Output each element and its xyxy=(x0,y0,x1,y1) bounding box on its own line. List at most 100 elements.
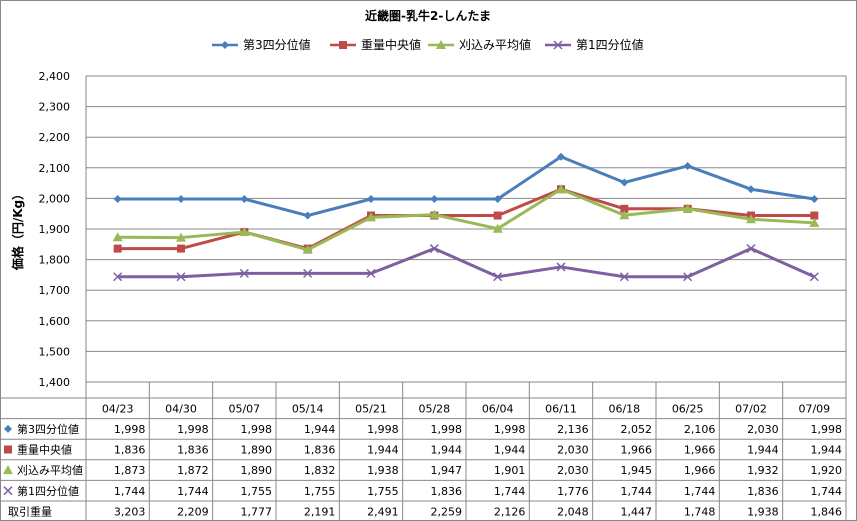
data-label: 1,836 xyxy=(177,444,209,457)
data-label: 1,947 xyxy=(431,464,463,477)
legend-marker xyxy=(221,41,229,49)
data-label: 1,932 xyxy=(747,464,779,477)
y-axis-label: 価格（円/Kg） xyxy=(10,188,25,271)
data-point xyxy=(239,227,250,237)
data-label: 1,966 xyxy=(684,464,716,477)
data-point xyxy=(683,161,692,170)
legend-marker xyxy=(339,41,347,49)
legend-marker xyxy=(553,40,563,50)
data-point xyxy=(746,214,756,224)
legend-label: 刈込み平均値 xyxy=(459,37,531,52)
legend-marker xyxy=(436,40,446,49)
table-row-label: 第3四分位値 xyxy=(17,422,79,436)
data-label: 1,920 xyxy=(811,464,843,477)
data-label: 1,944 xyxy=(367,444,399,457)
data-point xyxy=(492,223,503,233)
table-cell: 2,191 xyxy=(304,505,336,518)
x-tick-label: 05/21 xyxy=(355,402,387,415)
data-label: 2,030 xyxy=(747,423,779,436)
legend-label: 重量中央値 xyxy=(361,37,421,52)
table-cell: 1,447 xyxy=(621,505,653,518)
data-point xyxy=(367,195,375,204)
data-label: 1,744 xyxy=(114,485,146,498)
x-tick-label: 04/30 xyxy=(165,402,197,415)
x-tick-label: 06/25 xyxy=(672,402,704,415)
data-point xyxy=(113,195,122,204)
x-tick-label: 07/09 xyxy=(798,402,830,415)
data-label: 2,052 xyxy=(621,423,653,436)
data-point xyxy=(366,268,376,278)
data-point xyxy=(746,244,756,254)
series-line xyxy=(117,187,815,252)
data-label: 1,944 xyxy=(747,444,779,457)
data-point xyxy=(556,262,566,272)
data-label: 1,966 xyxy=(621,444,653,457)
x-tick-label: 05/28 xyxy=(418,402,450,415)
data-point xyxy=(747,185,755,194)
data-label: 2,030 xyxy=(557,464,589,477)
data-label: 1,998 xyxy=(241,423,273,436)
data-point xyxy=(620,204,629,213)
table-cell: 2,259 xyxy=(431,505,463,518)
data-point xyxy=(809,217,820,227)
data-point xyxy=(493,272,503,282)
x-tick-label: 05/07 xyxy=(228,402,260,415)
data-point xyxy=(113,272,123,282)
data-point xyxy=(303,211,312,220)
table-cell: 1,748 xyxy=(684,505,716,518)
data-label: 1,744 xyxy=(621,485,653,498)
series-line xyxy=(117,155,815,218)
legend-label: 第1四分位値 xyxy=(576,37,644,52)
data-label: 1,836 xyxy=(747,485,779,498)
data-point xyxy=(810,211,819,220)
data-label: 1,832 xyxy=(304,464,336,477)
data-label: 1,755 xyxy=(304,485,336,498)
data-label: 1,744 xyxy=(684,485,716,498)
y-tick-label: 2,200 xyxy=(39,131,71,144)
data-label: 1,744 xyxy=(177,485,209,498)
data-point xyxy=(620,178,629,187)
data-label: 1,890 xyxy=(241,444,273,457)
data-label: 1,944 xyxy=(304,423,336,436)
table-cell: 1,846 xyxy=(811,505,843,518)
x-tick-label: 06/18 xyxy=(608,402,640,415)
series-line xyxy=(117,247,815,279)
y-tick-label: 2,400 xyxy=(39,70,71,83)
data-label: 1,998 xyxy=(367,423,399,436)
data-point xyxy=(302,244,313,254)
y-tick-label: 2,300 xyxy=(39,101,71,114)
data-point xyxy=(682,203,693,213)
y-tick-label: 1,400 xyxy=(39,376,71,389)
data-label: 1,945 xyxy=(621,464,653,477)
data-point xyxy=(557,152,565,161)
legend-label: 第3四分位値 xyxy=(243,37,311,52)
data-point xyxy=(619,272,629,282)
data-point xyxy=(303,268,313,278)
data-label: 1,872 xyxy=(177,464,209,477)
data-point xyxy=(240,195,249,204)
x-tick-label: 06/11 xyxy=(545,402,577,415)
table-legend-marker xyxy=(3,486,13,496)
data-point xyxy=(683,272,693,282)
data-label: 1,938 xyxy=(367,464,399,477)
chart-title: 近畿圏-乳牛2-しんたま xyxy=(365,8,491,23)
data-point xyxy=(556,184,566,194)
y-tick-label: 1,700 xyxy=(39,284,71,297)
data-point xyxy=(810,195,819,204)
data-label: 1,873 xyxy=(114,464,146,477)
table-legend-marker xyxy=(4,424,12,433)
data-label: 1,744 xyxy=(811,485,843,498)
data-label: 1,744 xyxy=(494,485,526,498)
data-label: 1,836 xyxy=(431,485,463,498)
table-row-label: 第1四分位値 xyxy=(17,484,79,498)
data-label: 2,030 xyxy=(557,444,589,457)
data-point xyxy=(113,244,122,253)
data-point xyxy=(177,244,185,253)
x-tick-label: 06/04 xyxy=(482,402,514,415)
data-label: 1,998 xyxy=(177,423,209,436)
table-legend-marker xyxy=(4,445,12,454)
data-label: 1,944 xyxy=(811,444,843,457)
